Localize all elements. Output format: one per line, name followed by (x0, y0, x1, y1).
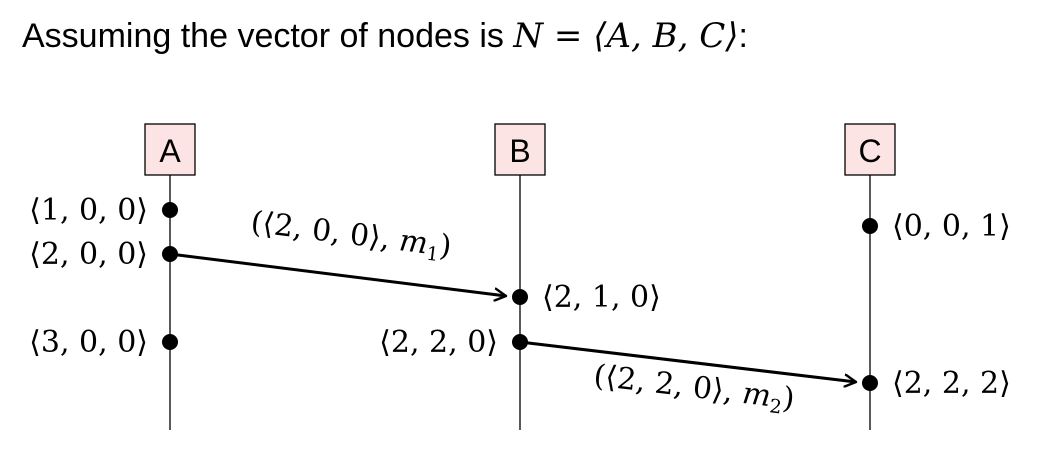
message-1-subscript: 1 (425, 243, 440, 266)
event-dot-a-1 (162, 202, 178, 218)
event-dot-c-2 (862, 375, 878, 391)
message-1-name: m (397, 223, 430, 261)
event-label-b-1: ⟨2, 1, 0⟩ (542, 280, 661, 315)
event-label-a-3: ⟨3, 0, 0⟩ (29, 325, 148, 360)
node-a-box (144, 123, 196, 176)
event-dot-b-1 (512, 289, 528, 305)
event-label-b-2: ⟨2, 2, 0⟩ (379, 325, 498, 360)
message-1-clock: (⟨2, 0, 0⟩, (249, 205, 402, 258)
message-2-subscript: 2 (768, 395, 783, 418)
heading-math: N = ⟨A, B, C⟩ (512, 16, 738, 56)
node-c: C (844, 123, 896, 176)
message-arrow-b-to-c (519, 340, 856, 382)
heading-suffix: : (739, 17, 748, 55)
node-c-label: C (858, 133, 881, 169)
node-a-label: A (159, 133, 181, 169)
message-1-close: ) (438, 228, 454, 264)
svg-text:(⟨2, 0, 0⟩, m1): (⟨2, 0, 0⟩, m1) (248, 205, 453, 268)
heading-prefix: Assuming the vector of nodes is (22, 17, 513, 55)
event-label-c-2: ⟨2, 2, 2⟩ (892, 366, 1011, 401)
event-label-c-1: ⟨0, 0, 1⟩ (892, 209, 1011, 244)
event-dot-c-1 (862, 218, 878, 234)
event-dot-a-2 (162, 246, 178, 262)
event-label-a-1: ⟨1, 0, 0⟩ (29, 193, 148, 228)
svg-text:(⟨2, 2, 0⟩, m2): (⟨2, 2, 0⟩, m2) (591, 358, 796, 420)
event-dot-b-2 (512, 334, 528, 350)
event-dot-a-3 (162, 334, 178, 350)
node-b-box (494, 123, 546, 176)
message-2-name: m (740, 376, 772, 414)
message-label-2: (⟨2, 2, 0⟩, m2) (591, 358, 797, 420)
node-c-box (844, 123, 896, 176)
event-label-a-2: ⟨2, 0, 0⟩ (29, 237, 148, 272)
node-a: A (144, 123, 196, 176)
message-arrow-a-to-b (169, 252, 506, 296)
heading: Assuming the vector of nodes is N = ⟨A, … (22, 16, 748, 56)
node-b-label: B (509, 133, 530, 169)
message-label-1: (⟨2, 0, 0⟩, m1) (248, 205, 454, 268)
node-b: B (494, 123, 546, 176)
message-2-close: ) (781, 381, 797, 417)
